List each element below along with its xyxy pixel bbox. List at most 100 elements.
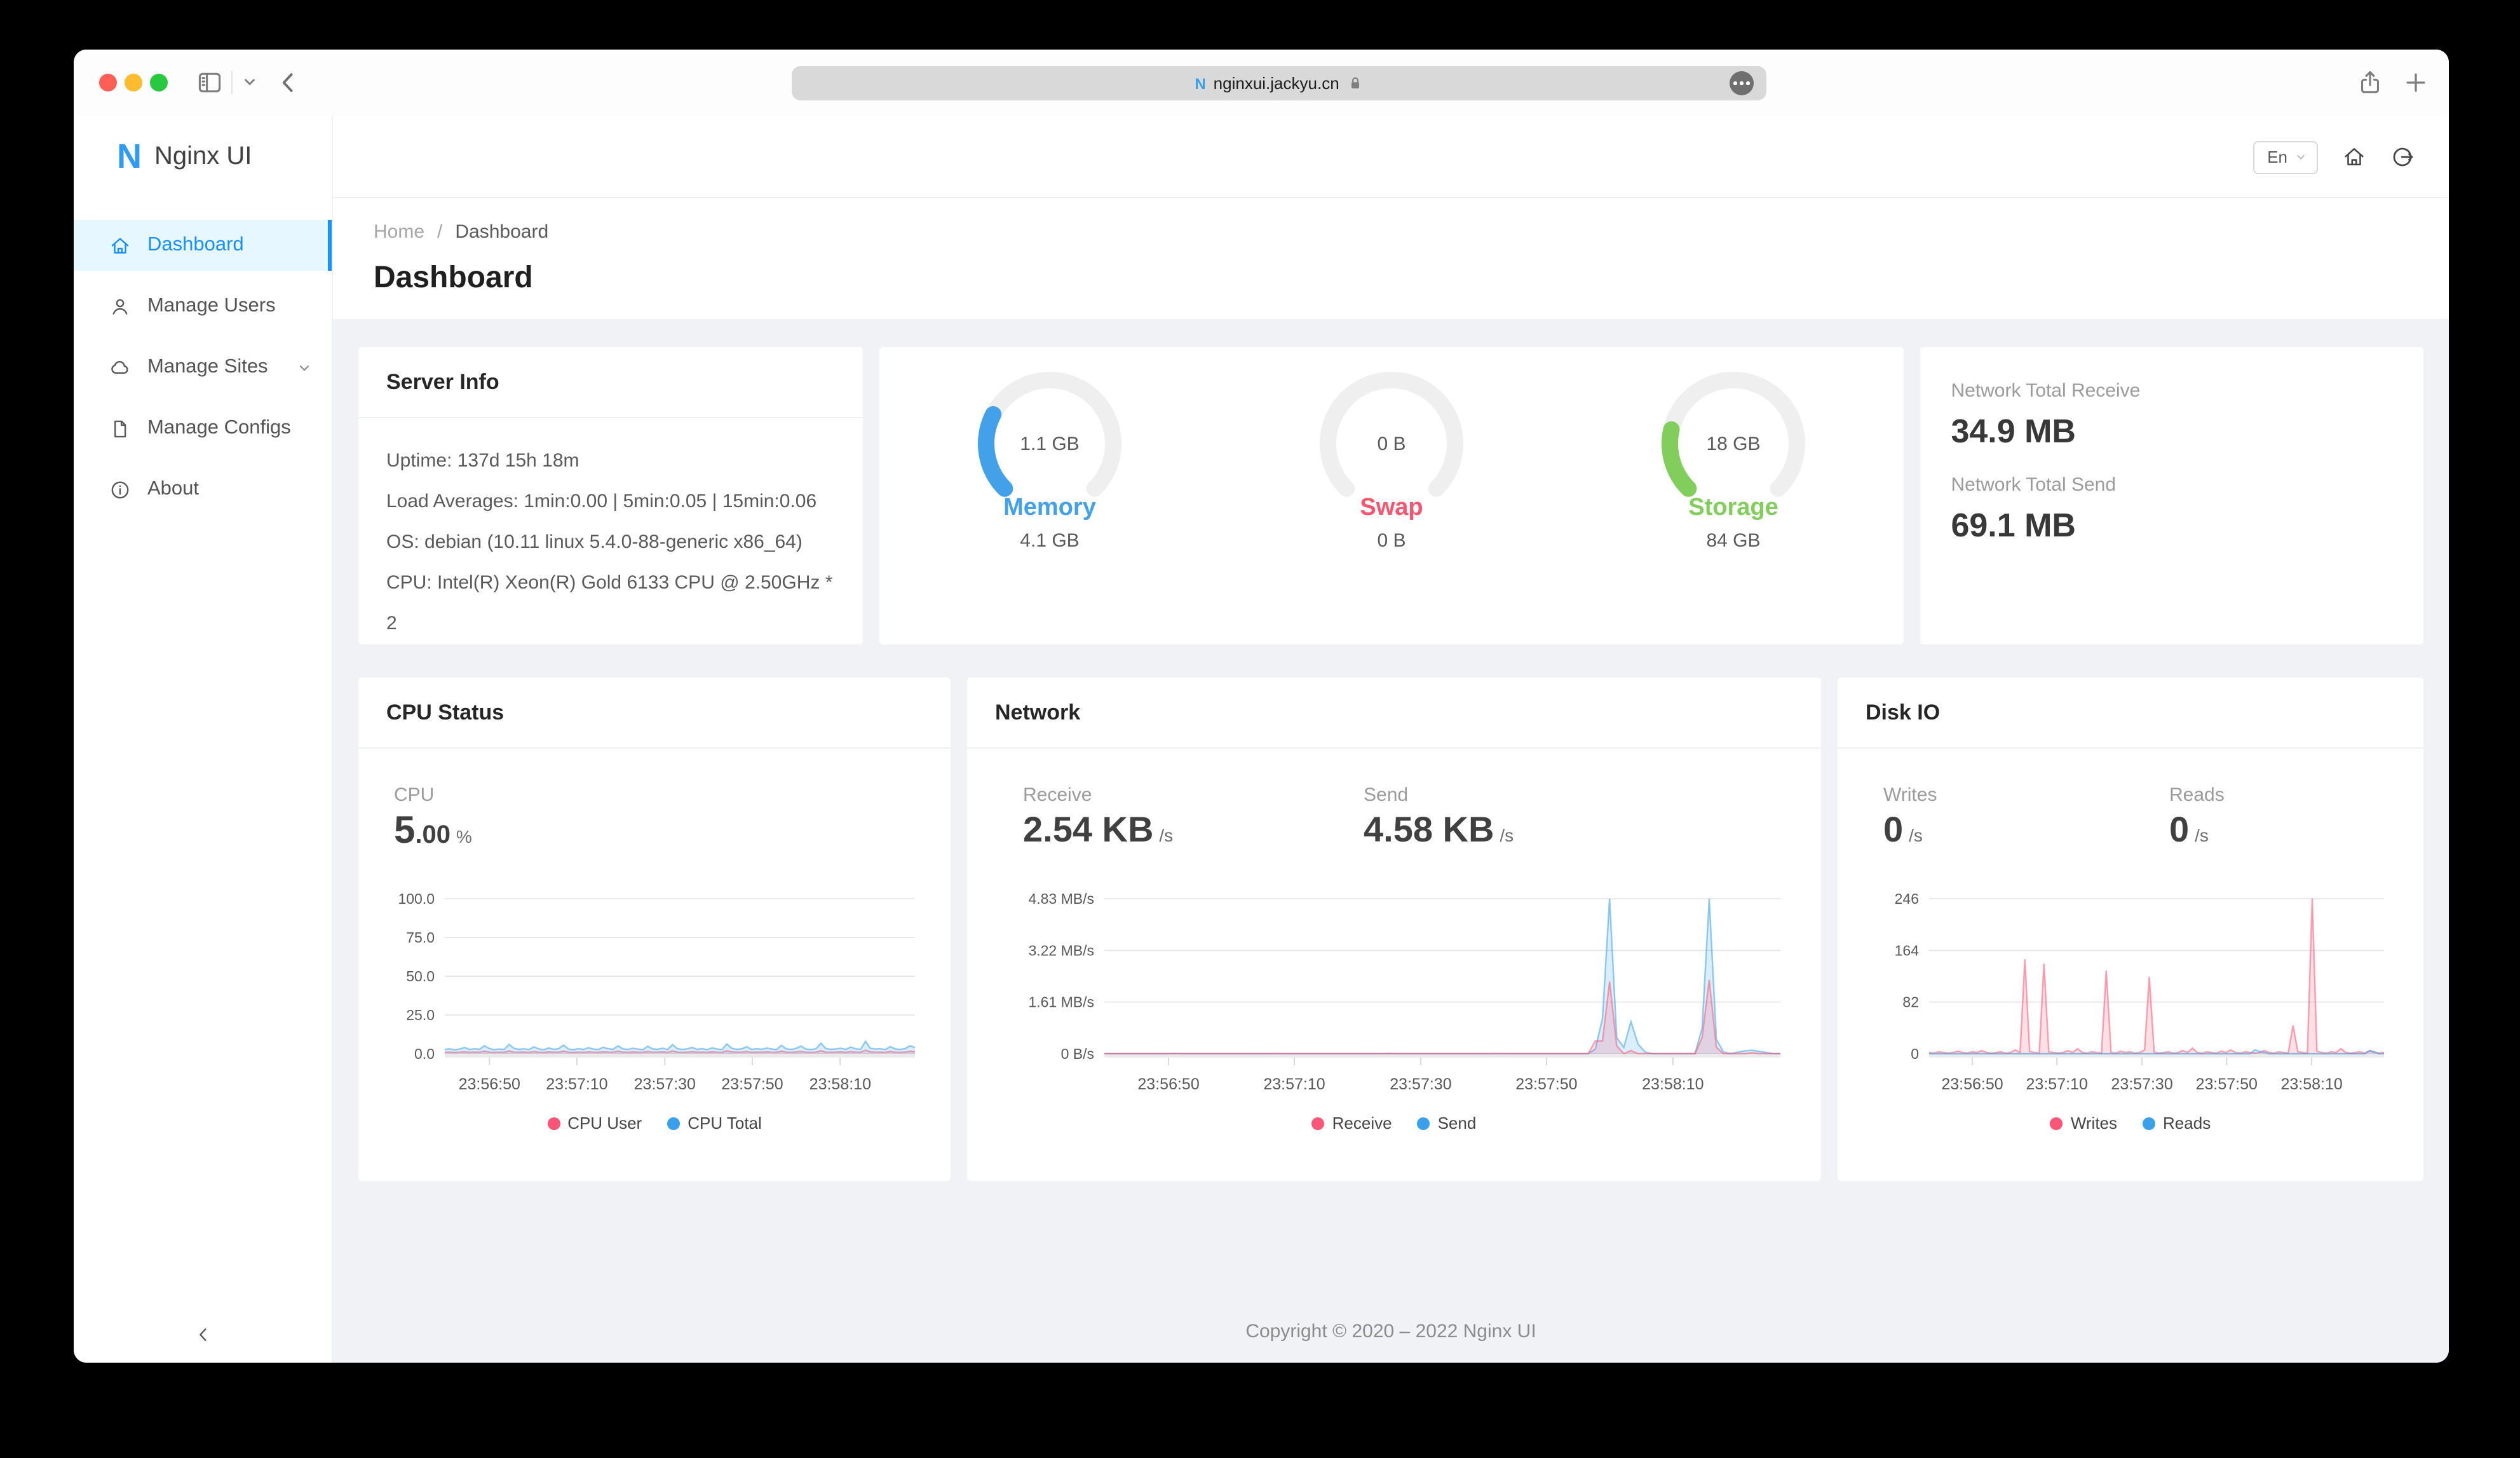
sidebar: N Nginx UI Dashboard Manage Users Manage S…: [74, 116, 333, 1363]
breadcrumb-home[interactable]: Home: [374, 221, 425, 243]
legend-item[interactable]: CPU User: [547, 1114, 642, 1133]
server-info-line: Load Averages: 1min:0.00 | 5min:0.05 | 1…: [386, 491, 817, 512]
svg-text:Memory: Memory: [1004, 494, 1097, 521]
lock-icon: [1347, 75, 1364, 92]
minimize-window-button[interactable]: [125, 74, 142, 92]
share-icon[interactable]: [2356, 69, 2384, 97]
gauge-memory: 1.1 GB Memory 4.1 GB: [879, 365, 1221, 558]
chart-legend: Receive Send: [992, 1114, 1796, 1133]
gauge-storage: 18 GB Storage 84 GB: [1562, 365, 1904, 558]
sidebar-item-manage-users[interactable]: Manage Users: [74, 281, 332, 332]
sidebar-item-label: Dashboard: [147, 234, 244, 255]
home-icon[interactable]: [2342, 145, 2366, 169]
svg-text:50.0: 50.0: [406, 968, 435, 984]
info-icon: [109, 479, 131, 500]
breadcrumb-current: Dashboard: [455, 221, 549, 243]
svg-text:23:57:30: 23:57:30: [634, 1075, 696, 1093]
breadcrumb: Home / Dashboard: [374, 198, 2449, 243]
svg-text:4.83 MB/s: 4.83 MB/s: [1028, 890, 1094, 907]
svg-text:75.0: 75.0: [406, 929, 435, 946]
legend-item[interactable]: CPU Total: [667, 1114, 762, 1133]
app-logo[interactable]: N Nginx UI: [74, 116, 332, 198]
svg-text:246: 246: [1895, 890, 1919, 907]
new-tab-icon[interactable]: [2402, 69, 2430, 97]
disk-reads-label: Reads: [2169, 784, 2225, 806]
legend-dot: [547, 1117, 560, 1130]
svg-text:23:58:10: 23:58:10: [1642, 1075, 1704, 1093]
network-totals-card: Network Total Receive 34.9 MB Network To…: [1920, 347, 2423, 644]
logo-letter: N: [117, 137, 142, 175]
logout-icon[interactable]: [2390, 145, 2415, 169]
cpu-stat-value: 5.00 %: [394, 810, 472, 852]
disk-io-card: Disk IO Writes 0 /s Reads 0 /s 246 164 82 0…: [1838, 678, 2423, 1181]
address-bar[interactable]: N nginxui.jackyu.cn: [792, 66, 1766, 100]
sidebar-item-label: Manage Sites: [147, 356, 268, 378]
logo-text: Nginx UI: [154, 142, 252, 170]
legend-dot: [667, 1117, 681, 1130]
resource-gauges-card: 1.1 GB Memory 4.1 GB 0 B Swap 0 B 18 GB Storage…: [879, 347, 1904, 644]
chevron-down-icon[interactable]: [241, 74, 258, 90]
network-total-send-label: Network Total Send: [1951, 474, 2117, 496]
network-total-receive-value: 34.9 MB: [1951, 412, 2076, 450]
svg-text:23:56:50: 23:56:50: [1941, 1075, 2003, 1093]
back-button[interactable]: [274, 69, 302, 97]
close-window-button[interactable]: [99, 74, 117, 92]
site-favicon: N: [1195, 74, 1206, 92]
svg-text:23:57:10: 23:57:10: [2026, 1075, 2088, 1093]
network-card: Network Receive 2.54 KB /s Send 4.58 KB …: [967, 678, 1821, 1181]
sidebar-item-manage-configs[interactable]: Manage Configs: [74, 403, 332, 454]
svg-text:82: 82: [1902, 994, 1919, 1011]
svg-text:23:57:50: 23:57:50: [2196, 1075, 2258, 1093]
svg-text:84 GB: 84 GB: [1706, 530, 1760, 551]
page-settings-icon[interactable]: [1730, 71, 1754, 95]
network-receive-label: Receive: [1023, 784, 1092, 806]
server-info-card: Server Info Uptime: 137d 15h 18m Load Ave…: [358, 347, 863, 644]
network-card-title: Network: [967, 678, 1821, 749]
language-value: En: [2267, 147, 2287, 167]
legend-dot: [2143, 1117, 2156, 1130]
sidebar-toggle-icon[interactable]: [196, 69, 224, 97]
svg-text:164: 164: [1895, 942, 1920, 958]
gauges: 1.1 GB Memory 4.1 GB 0 B Swap 0 B 18 GB Storage…: [879, 365, 1904, 558]
browser-toolbar: N nginxui.jackyu.cn: [74, 50, 2449, 116]
file-icon: [109, 418, 131, 439]
disk-writes-label: Writes: [1883, 784, 1937, 806]
chart-legend: Writes Reads: [1863, 1114, 2398, 1133]
address-url: nginxui.jackyu.cn: [1213, 74, 1339, 93]
legend-item[interactable]: Receive: [1311, 1114, 1392, 1133]
network-send-label: Send: [1364, 784, 1409, 806]
chevron-down-icon: [297, 360, 311, 374]
gauge-swap: 0 B Swap 0 B: [1221, 365, 1562, 558]
svg-text:0.0: 0.0: [414, 1046, 435, 1062]
sidebar-item-manage-sites[interactable]: Manage Sites: [74, 342, 332, 393]
zoom-window-button[interactable]: [150, 74, 168, 92]
svg-text:100.0: 100.0: [398, 890, 435, 907]
sidebar-menu: Dashboard Manage Users Manage Sites Manage …: [74, 198, 332, 515]
svg-text:3.22 MB/s: 3.22 MB/s: [1028, 942, 1094, 958]
language-select[interactable]: En: [2253, 140, 2318, 174]
header-actions: En: [2253, 116, 2415, 198]
disk-chart: 246 164 82 0 23:56:50 23:57:10 23:57:30 23:57:5…: [1863, 876, 2398, 1133]
legend-item[interactable]: Send: [1417, 1114, 1476, 1133]
disk-card-title: Disk IO: [1838, 678, 2423, 749]
disk-reads-value: 0 /s: [2169, 810, 2209, 849]
svg-text:18 GB: 18 GB: [1706, 433, 1760, 454]
chart-legend: CPU User CPU Total: [384, 1114, 925, 1133]
user-icon: [109, 296, 131, 317]
svg-text:0 B: 0 B: [1377, 530, 1406, 551]
sidebar-item-dashboard[interactable]: Dashboard: [74, 220, 332, 271]
legend-dot: [2050, 1117, 2063, 1130]
legend-dot: [1311, 1117, 1325, 1130]
legend-item[interactable]: Reads: [2143, 1114, 2211, 1133]
svg-text:23:56:50: 23:56:50: [459, 1075, 520, 1093]
network-chart: 4.83 MB/s 3.22 MB/s 1.61 MB/s 0 B/s 23:56:50…: [992, 876, 1796, 1133]
sidebar-collapse-button[interactable]: [74, 1325, 332, 1345]
sidebar-item-about[interactable]: About: [74, 464, 332, 515]
disk-writes-value: 0 /s: [1883, 810, 1923, 849]
server-info-line: Uptime: 137d 15h 18m: [386, 450, 579, 472]
app-header: [74, 116, 2449, 198]
network-receive-value: 2.54 KB /s: [1023, 810, 1174, 849]
legend-item[interactable]: Writes: [2050, 1114, 2117, 1133]
svg-text:23:58:10: 23:58:10: [2280, 1075, 2342, 1093]
